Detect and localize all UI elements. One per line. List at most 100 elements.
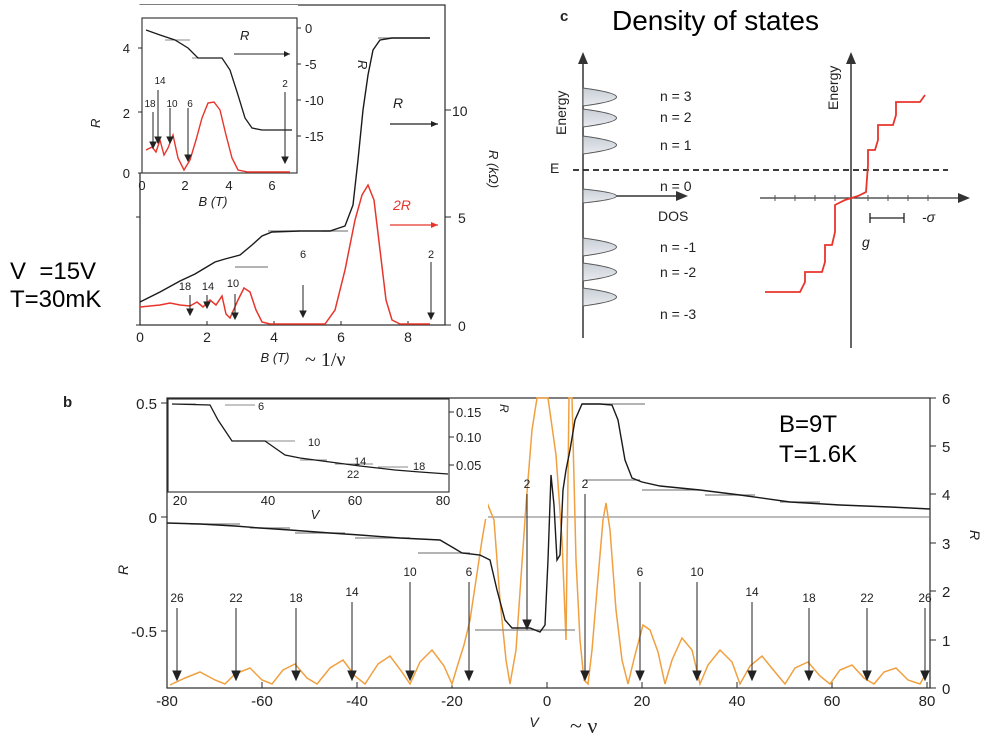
panel-a-inset-left-tick-4: 4: [123, 41, 130, 56]
panel-a-inset-fill-10: 10: [166, 99, 178, 110]
panel-b-right-tick-4: 4: [942, 487, 950, 504]
panel-a-fill-10: 10: [227, 278, 239, 290]
panel-c-landau-peaks: [582, 87, 617, 307]
panel-b-inset-step-10: 10: [308, 437, 320, 449]
panel-a-fill-14: 14: [202, 281, 214, 293]
panel-a-x-tick-8: 8: [404, 329, 412, 345]
panel-b: b 0.5 0 -0.5 R 0 1 2 3 4 5: [63, 391, 983, 738]
panel-c-level-nm3: n = -3: [660, 306, 696, 322]
panel-b-left-tick-m0p5: -0.5: [131, 624, 157, 641]
panel-a-rxy-arrowhead: [431, 121, 438, 127]
panel-b-fill-14-left: 14: [345, 585, 359, 599]
panel-b-inset-y-tick-005: 0.05: [456, 458, 481, 473]
panel-c-right-energy-label: Energy: [825, 66, 841, 110]
panel-a-inset-right-tick-m10: -10: [305, 93, 324, 108]
panel-c-level-n1: n = 1: [660, 137, 692, 153]
panel-a-x-tick-0: 0: [136, 329, 144, 345]
panel-b-fill-2-left: 2: [524, 477, 531, 491]
panel-c-level-n2: n = 2: [660, 109, 692, 125]
panel-a-2rxx-arrowhead: [431, 222, 438, 228]
panel-b-x-tick-0: 0: [543, 693, 551, 710]
panel-c-ef-label: E: [550, 160, 559, 176]
panel-b-fill-10-left: 10: [403, 565, 417, 579]
panel-a-right-tick-10: 10: [452, 103, 468, 119]
panel-a-condition-voltage: V =15V: [10, 258, 97, 285]
panel-b-fill-10-right: 10: [690, 565, 704, 579]
panel-a-inset-right-tick-m15: -15: [305, 129, 324, 144]
panel-b-inset: 0.15 0.10 0.05 R 20 40 60 80 V 6 10 14 1…: [167, 398, 511, 522]
panel-a-inset-x-tick-0: 0: [138, 178, 145, 193]
panel-b-x-tick-60: 60: [824, 693, 841, 710]
panel-b-left-ylabel: R: [115, 565, 131, 575]
panel-a-condition-temperature: T=30mK: [10, 286, 102, 313]
panel-b-fill-22-left: 22: [229, 591, 243, 605]
panel-b-fill-2-right: 2: [582, 477, 589, 491]
panel-b-inset-frame: [167, 398, 450, 493]
panel-c: c Density of states Energy DOS n = 3 n =…: [550, 5, 970, 348]
panel-b-x-tick-m20: -20: [441, 693, 463, 710]
panel-b-fill-18-right: 18: [802, 591, 816, 605]
panel-b-rxx-trace: [169, 397, 929, 687]
panel-c-label: c: [560, 8, 568, 25]
panel-b-right-tick-2: 2: [942, 584, 950, 601]
panel-a-x-tick-4: 4: [270, 329, 278, 345]
panel-b-right-tick-6: 6: [942, 391, 950, 408]
panel-b-inset-x-tick-20: 20: [173, 493, 187, 508]
panel-a-inset-frame: [141, 17, 298, 174]
panel-b-x-tick-20: 20: [634, 693, 651, 710]
panel-a-x-axis: 0 2 4 6 8 B (T) ~ 1/ν: [136, 321, 412, 371]
panel-a-inset-rxy-trace: [145, 29, 292, 131]
panel-a-inset: 0 2 4 R 0 -5 -10 -15 R 0 2 4 6 B (T) R: [60, 5, 370, 209]
panel-b-inset-step-22: 22: [347, 469, 359, 481]
panel-c-staircase: [765, 94, 926, 293]
panel-a-inset-rxy-label: R: [240, 28, 249, 43]
panel-b-x-tick-80: 80: [919, 693, 936, 710]
panel-a-inset-right-tick-0: 0: [305, 21, 312, 36]
panel-b-right-tick-0: 0: [942, 681, 950, 698]
panel-a-conditions: V =15V T=30mK: [10, 258, 101, 314]
panel-a-right-tick-0: 0: [458, 318, 466, 334]
panel-a-inset-fill-2: 2: [282, 79, 288, 90]
panel-b-right-tick-3: 3: [942, 536, 950, 553]
panel-a-inset-left-tick-0: 0: [123, 166, 130, 181]
panel-b-inset-y-tick-015: 0.15: [456, 405, 481, 420]
panel-b-fill-6-left: 6: [466, 565, 473, 579]
panel-b-inset-step-14: 14: [354, 456, 366, 468]
panel-b-conditions: B=9T T=1.6K: [779, 410, 857, 470]
panel-c-scale-label: g: [862, 234, 870, 250]
panel-b-xlabel-note: ~ ν: [570, 713, 597, 738]
panel-a-inset-fill-18: 18: [144, 99, 156, 110]
panel-b-x-tick-m60: -60: [251, 693, 273, 710]
panel-b-inset-x-tick-40: 40: [261, 493, 275, 508]
panel-a: a 0 5 10 R (kΩ) 0 2 4: [60, 4, 501, 371]
panel-b-rxy-trace: [166, 403, 931, 633]
panel-a-inset-x-tick-6: 6: [268, 178, 275, 193]
panel-c-energy-label: Energy: [553, 91, 569, 135]
panel-a-right-axis: 0 5 10 R (kΩ): [445, 103, 501, 334]
panel-c-level-nm2: n = -2: [660, 264, 696, 280]
panel-a-xlabel-note: ~ 1/ν: [305, 349, 345, 371]
panel-b-left-axis: 0.5 0 -0.5 R: [115, 396, 167, 641]
panel-b-inset-x-tick-80: 80: [436, 493, 450, 508]
panel-b-fill-6-right: 6: [637, 565, 644, 579]
panel-b-fill-26-left: 26: [170, 591, 184, 605]
panel-a-inset-fill-14: 14: [154, 76, 166, 87]
panel-a-fill-18: 18: [179, 281, 191, 293]
panel-a-inset-x-tick-2: 2: [181, 178, 188, 193]
panel-b-x-tick-m80: -80: [156, 693, 178, 710]
panel-b-xlabel: V: [529, 714, 540, 730]
panel-b-right-tick-1: 1: [942, 633, 950, 650]
panel-c-level-nm1: n = -1: [660, 239, 696, 255]
panel-b-inset-rxy-trace: [171, 403, 449, 475]
panel-c-level-n0: n = 0: [660, 178, 692, 194]
panel-a-2rxx-trace: [139, 183, 430, 325]
panel-b-x-axis: -80 -60 -40 -20 0 20 40 60 80 V ~ ν: [156, 682, 935, 738]
panel-b-condition-field: B=9T: [779, 411, 838, 438]
panel-c-level-n3: n = 3: [660, 88, 692, 104]
panel-b-inset-xlabel: V: [311, 507, 321, 522]
panel-b-left-tick-0: 0: [149, 510, 157, 527]
panel-a-inset-ylabel-left: R: [88, 119, 103, 128]
panel-b-filling-arrows: [172, 494, 930, 682]
panel-b-fill-22-right: 22: [860, 591, 874, 605]
